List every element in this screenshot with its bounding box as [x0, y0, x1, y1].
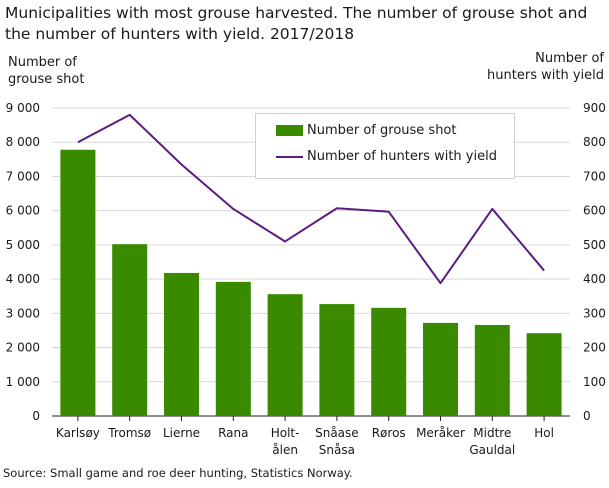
bar: [526, 333, 562, 416]
bar: [164, 272, 199, 416]
left-axis-label-line-1: Number of: [8, 55, 77, 70]
bar: [112, 244, 148, 416]
chart-title: Municipalities with most grouse harveste…: [5, 4, 588, 43]
source-note: Source: Small game and roe deer hunting,…: [3, 466, 353, 480]
right-axis-label-line-1: Number of: [535, 51, 604, 66]
y-tick-label-right: 200: [583, 341, 606, 355]
hunters-line: [77, 113, 545, 285]
y-tick-label-right: 500: [583, 238, 606, 252]
x-tick-label: ålen: [272, 443, 298, 457]
x-tick-label: Tromsø: [107, 426, 151, 440]
left-axis-label-line-2: grouse shot: [8, 72, 85, 87]
y-tick-label-right: 400: [583, 272, 606, 286]
chart-legend: Number of grouse shot Number of hunters …: [255, 113, 515, 179]
y-tick-label-right: 300: [583, 306, 606, 320]
bar: [267, 294, 303, 416]
x-tick-label: Lierne: [163, 426, 200, 440]
x-tick-label: Hol: [534, 426, 554, 440]
bar: [423, 322, 458, 416]
y-tick-label-right: 700: [583, 169, 606, 183]
x-tick-label: Meråker: [416, 426, 465, 440]
legend-item-hunters: Number of hunters with yield: [276, 149, 497, 164]
legend-swatch-bar: [276, 125, 303, 136]
x-tick-label: Karlsøy: [56, 426, 100, 440]
y-tick-label-left: 2 000: [6, 341, 40, 355]
y-tick-label-right: 0: [583, 409, 591, 423]
left-axis-label: Number of grouse shot: [8, 54, 84, 88]
y-tick-label-left: 1 000: [6, 375, 40, 389]
x-tick-label: Midtre: [473, 426, 511, 440]
x-tick-label: Røros: [372, 426, 406, 440]
right-axis-label-line-2: hunters with yield: [487, 68, 604, 83]
y-tick-label-left: 7 000: [6, 169, 40, 183]
y-tick-label-left: 5 000: [6, 238, 40, 252]
y-tick-label-left: 6 000: [6, 204, 40, 218]
x-tick-label: Rana: [218, 426, 248, 440]
y-tick-label-right: 800: [583, 135, 606, 149]
bar: [215, 281, 251, 416]
legend-label-grouse-shot: Number of grouse shot: [307, 123, 457, 138]
y-tick-label-left: 0: [32, 409, 40, 423]
bar: [60, 149, 96, 417]
x-tick-label: Snåase: [315, 426, 359, 440]
y-tick-label-right: 600: [583, 204, 606, 218]
x-tick-label: Holt-: [271, 426, 300, 440]
y-tick-label-left: 3 000: [6, 306, 40, 320]
y-tick-label-right: 100: [583, 375, 606, 389]
legend-swatch-line: [276, 155, 303, 158]
y-tick-label-right: 900: [583, 101, 606, 115]
legend-item-grouse-shot: Number of grouse shot: [276, 123, 457, 138]
x-tick-label: Gauldal: [469, 443, 515, 457]
x-tick-label: Snåsa: [319, 443, 355, 457]
y-tick-label-left: 8 000: [6, 135, 40, 149]
y-tick-label-left: 4 000: [6, 272, 40, 286]
legend-label-hunters: Number of hunters with yield: [307, 149, 497, 164]
bar: [474, 324, 510, 416]
y-tick-label-left: 9 000: [6, 101, 40, 115]
right-axis-label: Number of hunters with yield: [487, 50, 604, 84]
bar: [319, 304, 355, 416]
bar: [371, 307, 407, 416]
